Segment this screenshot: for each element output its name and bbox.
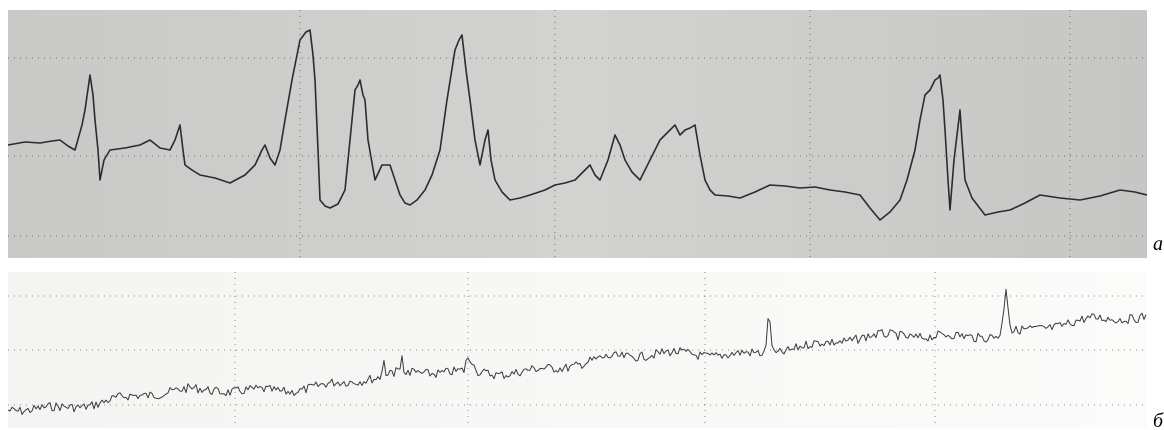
- panel-label: а: [1153, 233, 1163, 255]
- panel-b: б: [7, 272, 1164, 430]
- trace: [7, 288, 1147, 415]
- trace: [7, 29, 1148, 221]
- panel-a: а: [7, 10, 1163, 258]
- panel-label: б: [1153, 410, 1164, 430]
- recording-photo: [8, 272, 1147, 428]
- recording-photo: [8, 10, 1147, 258]
- chart-paper-grid: [8, 272, 1147, 428]
